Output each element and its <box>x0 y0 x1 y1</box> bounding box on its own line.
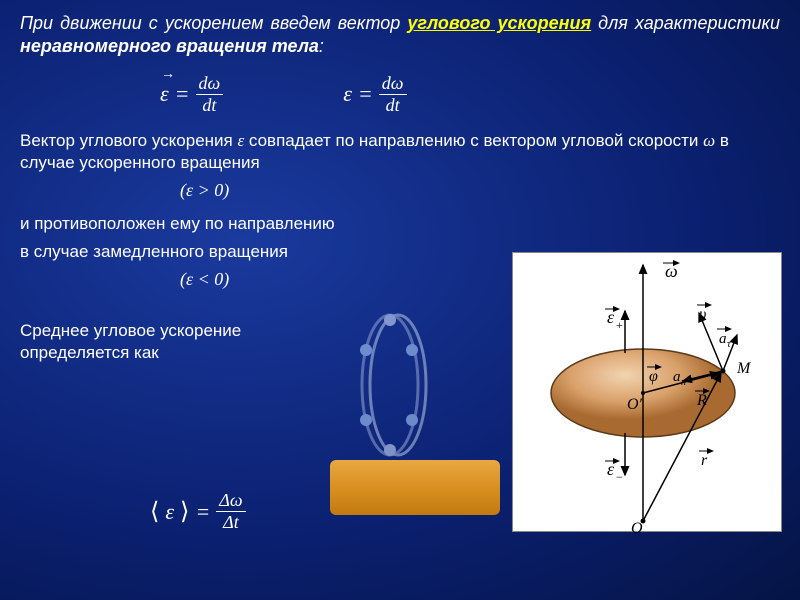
decorative-pipe <box>330 460 500 515</box>
svg-text:a: a <box>673 369 681 385</box>
svg-text:ε: ε <box>607 307 615 327</box>
term-angular-accel: углового ускорения <box>407 13 591 33</box>
avg-den: Δt <box>220 512 242 533</box>
svg-text:ω: ω <box>665 261 678 281</box>
para-direction-2a: и противоположен ему по направлению <box>20 213 440 235</box>
eps-vec-den: dt <box>199 95 219 116</box>
intro-text-c: неравномерного вращения тела <box>20 36 319 56</box>
svg-text:n: n <box>681 377 686 388</box>
svg-text:M: M <box>736 360 752 377</box>
intro-text-b: для характеристики <box>591 13 780 33</box>
intro-text-a: При движении с ускорением введем вектор <box>20 13 407 33</box>
formula-epsilon-vector: ε = dω dt <box>160 73 223 116</box>
para-direction-1: Вектор углового ускорения ε совпадает по… <box>20 130 780 174</box>
svg-text:+: + <box>616 318 623 332</box>
intro-text-d: : <box>319 36 324 56</box>
eps-lhs: ε <box>343 81 352 107</box>
svg-text:a: a <box>719 331 727 347</box>
rotation-diagram: ω ε + ε − M R O′ φ a n υ a τ <box>512 252 782 532</box>
eps-vec-lhs: ε <box>160 81 169 107</box>
intro-paragraph: При движении с ускорением введем вектор … <box>20 12 780 59</box>
svg-text:φ: φ <box>649 368 658 385</box>
avg-lhs: ε <box>165 499 174 525</box>
svg-text:r: r <box>701 452 708 469</box>
formula-average: ⟨ ε ⟩ = Δω Δt <box>150 490 246 533</box>
svg-text:O: O <box>631 520 643 533</box>
eps-vec-num: dω <box>196 73 224 95</box>
decorative-beads <box>350 310 430 460</box>
cond-positive: (ε > 0) <box>180 180 780 201</box>
svg-text:τ: τ <box>727 339 731 350</box>
avg-num: Δω <box>216 490 245 512</box>
svg-text:R: R <box>696 392 707 409</box>
formula-row: ε = dω dt ε = dω dt <box>160 73 780 116</box>
eps-num: dω <box>379 73 407 95</box>
para-average: Среднее угловое ускорение определяется к… <box>20 320 340 364</box>
eps-den: dt <box>383 95 403 116</box>
formula-epsilon-scalar: ε = dω dt <box>343 73 406 116</box>
svg-text:O′: O′ <box>627 396 643 413</box>
svg-text:−: − <box>616 470 623 484</box>
para-direction-2b: в случае замедленного вращения <box>20 241 440 263</box>
svg-text:ε: ε <box>607 459 615 479</box>
svg-text:υ: υ <box>699 306 706 323</box>
